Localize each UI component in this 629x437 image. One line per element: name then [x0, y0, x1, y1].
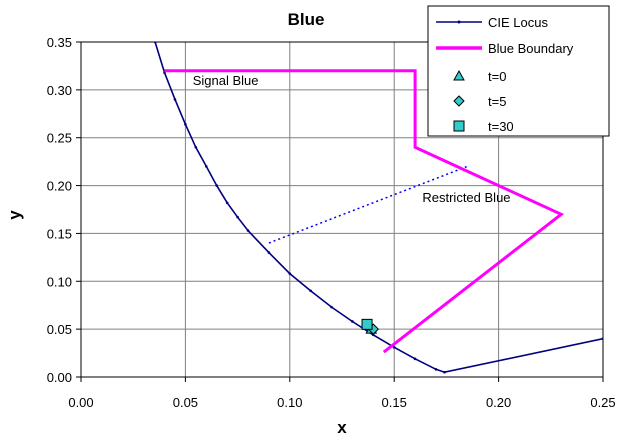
- legend-swatch-marker: [453, 69, 465, 81]
- x-tick-label: 0.15: [382, 395, 407, 410]
- y-tick-label: 0.25: [47, 131, 72, 146]
- legend-swatch-marker: [457, 20, 461, 24]
- legend-item: t=30: [453, 119, 514, 134]
- annotation-label: Restricted Blue: [422, 190, 510, 205]
- y-tick-label: 0.15: [47, 226, 72, 241]
- cie-locus-point: [215, 184, 219, 187]
- legend-item: t=0: [453, 69, 506, 84]
- cie-locus-point: [204, 165, 208, 168]
- cie-locus-point: [194, 145, 198, 149]
- y-axis-title: y: [5, 210, 24, 220]
- cie-locus-point: [392, 346, 396, 349]
- x-tick-label: 0.05: [173, 395, 198, 410]
- y-tick-label: 0.00: [47, 370, 72, 385]
- cie-locus-point: [434, 368, 438, 371]
- legend-label: t=0: [488, 69, 506, 84]
- cie-locus-point: [309, 289, 312, 293]
- cie-locus-point: [225, 201, 229, 205]
- y-tick-label: 0.20: [47, 179, 72, 194]
- legend-item: CIE Locus: [436, 15, 548, 30]
- y-tick-label: 0.30: [47, 83, 72, 98]
- x-tick-label: 0.20: [486, 395, 511, 410]
- cie-locus-point: [173, 98, 177, 101]
- plot-area: 0.00 0.05 0.10 0.15 0.20 0.25 0.00 0.05 0.10 0.1…: [47, 35, 616, 410]
- series-t-30: [361, 318, 373, 330]
- cie-locus-point: [351, 320, 354, 323]
- y-tick-label: 0.35: [47, 35, 72, 50]
- legend-label: Blue Boundary: [488, 41, 574, 56]
- cie-locus-point: [267, 251, 271, 254]
- x-axis-ticks: 0.00 0.05 0.10 0.15 0.20 0.25: [68, 377, 616, 410]
- legend-label: CIE Locus: [488, 15, 548, 30]
- cie-locus-point: [601, 337, 603, 341]
- plot-frame: [80, 41, 604, 378]
- legend: CIE Locus Blue Boundary t=0 t=5 t=30: [427, 5, 610, 137]
- chart-title: Blue: [288, 10, 325, 29]
- y-tick-label: 0.10: [47, 274, 72, 289]
- cie-locus-point: [413, 357, 417, 361]
- series-cie-locus: [153, 42, 603, 374]
- legend-label: t=5: [488, 94, 506, 109]
- x-axis-title: x: [337, 418, 347, 437]
- x-tick-label: 0.00: [68, 395, 93, 410]
- cie-locus-point: [236, 215, 239, 219]
- legend-swatch-marker: [453, 120, 465, 132]
- series-layer: [153, 42, 603, 374]
- y-tick-label: 0.05: [47, 322, 72, 337]
- legend-item: Blue Boundary: [436, 41, 574, 56]
- annotation-label: Signal Blue: [193, 73, 259, 88]
- legend-swatch-marker: [453, 95, 465, 107]
- cie-locus-point: [184, 123, 187, 126]
- annotation-layer: Signal Blue Restricted Blue: [193, 73, 511, 205]
- legend-box: [427, 5, 610, 137]
- blue-boundary-line: [164, 69, 565, 354]
- legend-label: t=30: [488, 119, 514, 134]
- y-axis-ticks: 0.00 0.05 0.10 0.15 0.20 0.25 0.30 0.35: [47, 35, 81, 385]
- legend-item: t=5: [453, 94, 506, 109]
- cie-locus-point: [246, 229, 250, 232]
- series-blue-boundary: [164, 69, 565, 354]
- x-tick-label: 0.25: [590, 395, 615, 410]
- data-point-square: [361, 318, 373, 330]
- cie-locus-point: [153, 42, 157, 44]
- cie-locus-point: [443, 370, 446, 374]
- restricted-blue-dotted-line: [268, 165, 468, 244]
- cie-locus-point: [330, 305, 333, 309]
- x-tick-label: 0.10: [277, 395, 302, 410]
- cie-locus-point: [288, 272, 292, 275]
- cie-locus-point: [372, 333, 375, 337]
